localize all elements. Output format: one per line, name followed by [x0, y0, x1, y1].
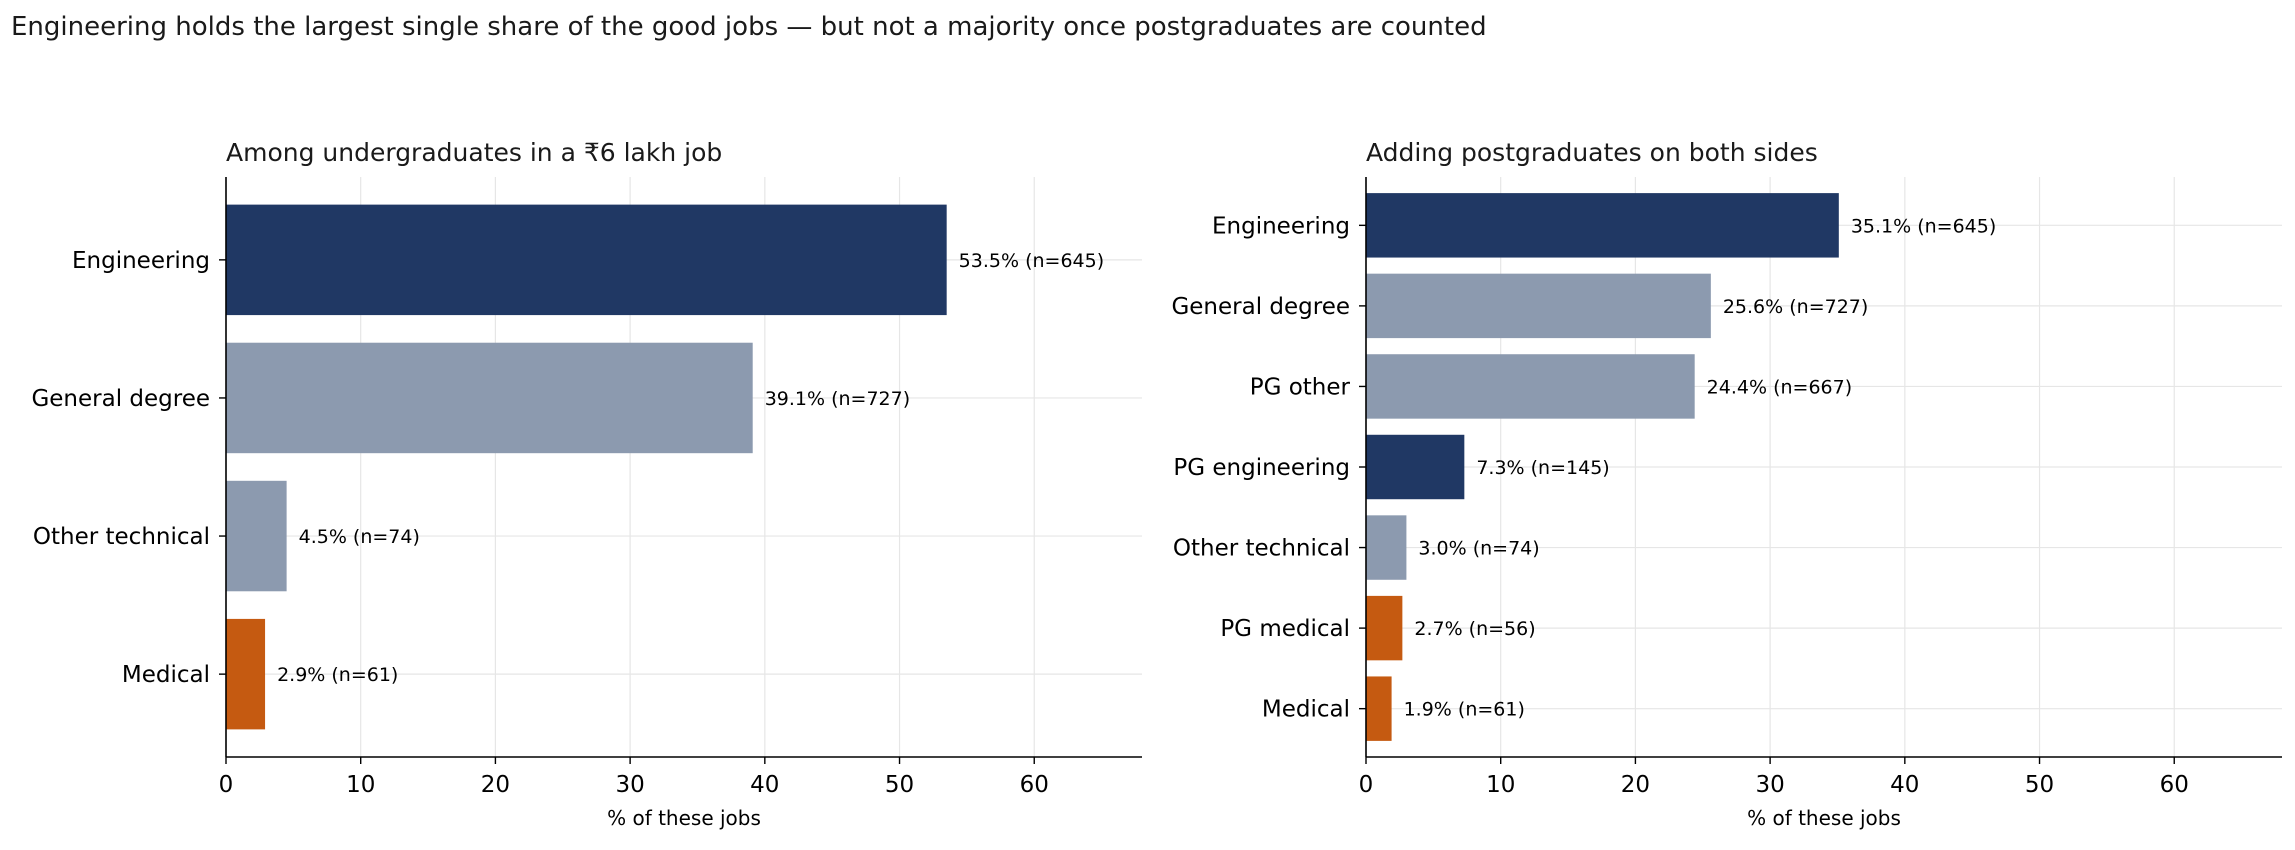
bar-value-label: 2.7% (n=56) [1414, 618, 1535, 640]
left-chart-panel: 53.5% (n=645) 39.1% (n=727) 4.5% (n=74) 2.9… [31, 138, 1142, 830]
y-tick-label: PG medical [1220, 616, 1350, 642]
bar-medical [226, 618, 266, 730]
bar-value-label: 35.1% (n=645) [1851, 215, 1996, 237]
x-axis-label: % of these jobs [607, 806, 761, 830]
figure-title: Engineering holds the largest single sha… [11, 12, 1487, 42]
x-tick-label: 30 [615, 772, 644, 798]
panel-title: Adding postgraduates on both sides [1366, 138, 1818, 167]
y-tick-label: PG engineering [1173, 455, 1350, 481]
right-chart-panel: 35.1% (n=645) 25.6% (n=727) 24.4% (n=667) 7… [1171, 138, 2282, 830]
x-tick-label: 40 [750, 772, 779, 798]
bar-engineering [226, 204, 947, 316]
bar-value-label: 1.9% (n=61) [1404, 699, 1525, 721]
bar-medical [1366, 676, 1392, 741]
x-tick-label: 50 [2025, 772, 2054, 798]
bar-value-label: 4.5% (n=74) [299, 526, 420, 548]
x-tick-label: 10 [346, 772, 375, 798]
bar-value-label: 2.9% (n=61) [277, 664, 398, 686]
y-tick-label: Engineering [72, 248, 210, 274]
bar-other-technical [1366, 515, 1407, 580]
y-tick-label: Other technical [33, 524, 210, 550]
bar-general-degree [1366, 273, 1711, 339]
bar-value-label: 3.0% (n=74) [1418, 538, 1539, 560]
bar-value-label: 24.4% (n=667) [1707, 376, 1852, 398]
y-tick-label: Medical [122, 662, 210, 688]
x-tick-label: 60 [1020, 772, 1049, 798]
x-tick-label: 20 [481, 772, 510, 798]
x-tick-label: 40 [1890, 772, 1919, 798]
x-tick-label: 50 [885, 772, 914, 798]
x-tick-label: 10 [1486, 772, 1515, 798]
y-tick-label: PG other [1250, 374, 1351, 400]
bar-pg-medical [1366, 595, 1403, 661]
bar-value-label: 7.3% (n=145) [1476, 457, 1609, 479]
y-tick-label: Medical [1262, 697, 1350, 723]
bar-other-technical [226, 480, 287, 592]
y-tick-label: General degree [1171, 294, 1350, 320]
y-tick-label: Other technical [1173, 536, 1350, 562]
bar-general-degree [226, 342, 753, 454]
bar-engineering [1366, 193, 1839, 258]
x-tick-label: 0 [219, 772, 234, 798]
x-tick-label: 20 [1621, 772, 1650, 798]
x-tick-label: 60 [2160, 772, 2189, 798]
x-tick-label: 0 [1359, 772, 1374, 798]
x-axis-label: % of these jobs [1747, 806, 1901, 830]
bar-value-label: 39.1% (n=727) [765, 388, 910, 410]
bar-value-label: 53.5% (n=645) [959, 250, 1104, 272]
x-tick-label: 30 [1755, 772, 1784, 798]
bar-pg-other [1366, 354, 1695, 419]
bar-value-label: 25.6% (n=727) [1723, 296, 1868, 318]
y-tick-label: Engineering [1212, 213, 1350, 239]
y-tick-label: General degree [31, 386, 210, 412]
panel-title: Among undergraduates in a ₹6 lakh job [226, 138, 722, 167]
bar-pg-engineering [1366, 434, 1465, 500]
